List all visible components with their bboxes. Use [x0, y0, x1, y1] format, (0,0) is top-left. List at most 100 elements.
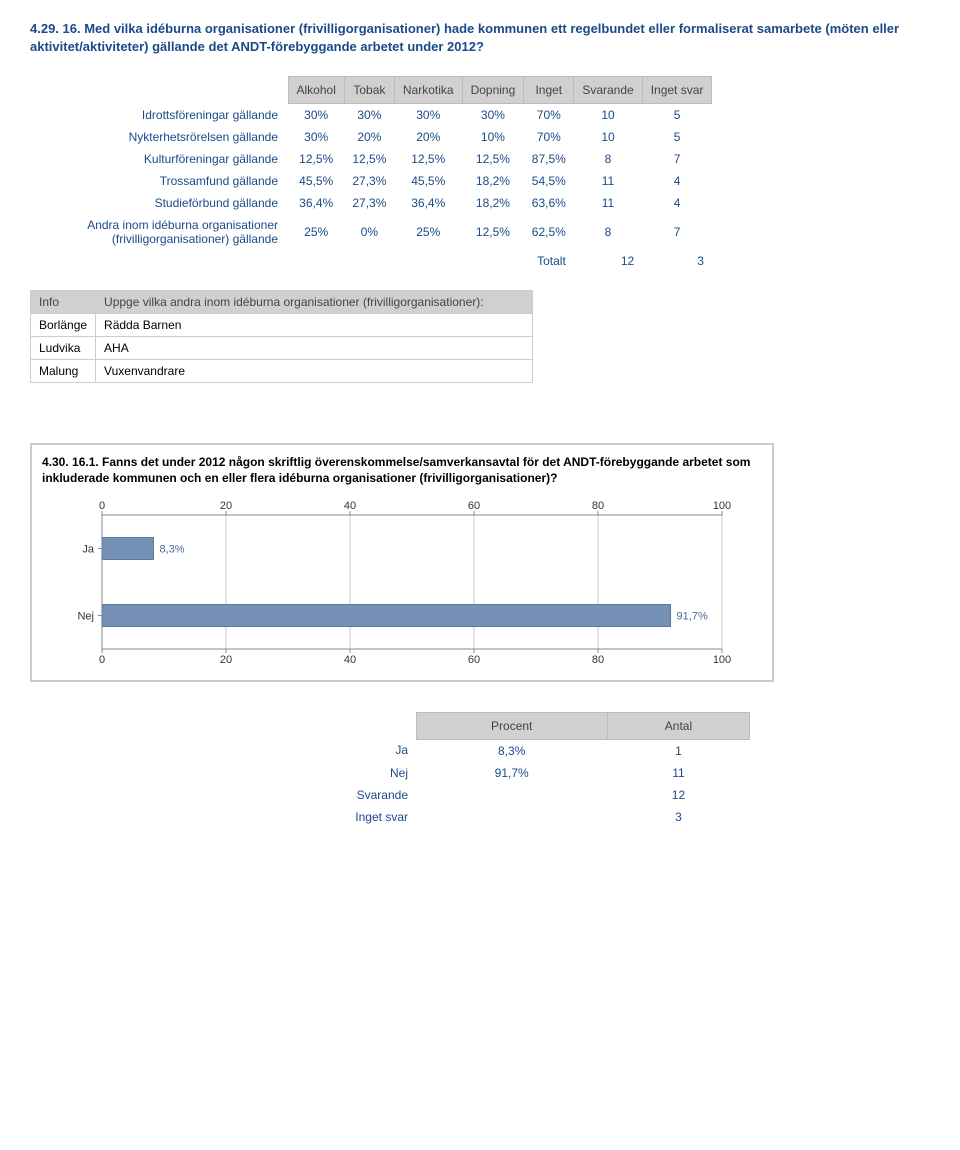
row-label: Nykterhetsrörelsen gällande	[30, 126, 288, 148]
cell-value: 12,5%	[462, 148, 524, 170]
cell-value: 27,3%	[344, 170, 394, 192]
cell-value: 12,5%	[344, 148, 394, 170]
summary-row: Ja8,3%1	[150, 739, 750, 762]
chart-container: 4.30. 16.1. Fanns det under 2012 någon s…	[30, 443, 774, 681]
cell-value: 0%	[344, 214, 394, 250]
summary-label: Ja	[150, 739, 416, 762]
info-value: AHA	[96, 337, 533, 360]
svg-text:40: 40	[344, 500, 356, 512]
col-alkohol: Alkohol	[288, 77, 344, 104]
col-dopning: Dopning	[462, 77, 524, 104]
table-row: Trossamfund gällande45,5%27,3%45,5%18,2%…	[30, 170, 712, 192]
cell-value: 30%	[344, 104, 394, 127]
info-header-2: Uppge vilka andra inom idéburna organisa…	[96, 291, 533, 314]
svg-text:20: 20	[220, 500, 232, 512]
summary-antal: 11	[607, 762, 749, 784]
cell-value: 10	[574, 104, 642, 127]
cell-value: 62,5%	[524, 214, 574, 250]
bar-chart: 002020404060608080100100Ja8,3%Nej91,7%	[42, 497, 742, 667]
cell-value: 10%	[462, 126, 524, 148]
cell-value: 20%	[394, 126, 462, 148]
col-inget: Inget	[524, 77, 574, 104]
cell-value: 36,4%	[394, 192, 462, 214]
cell-value: 11	[574, 192, 642, 214]
table-row: Nykterhetsrörelsen gällande30%20%20%10%7…	[30, 126, 712, 148]
matrix-header-row: Alkohol Tobak Narkotika Dopning Inget Sv…	[30, 77, 712, 104]
cell-value: 10	[574, 126, 642, 148]
cell-value: 25%	[394, 214, 462, 250]
cell-value: 54,5%	[524, 170, 574, 192]
total-inget-svar: 3	[642, 250, 712, 272]
cell-value: 45,5%	[394, 170, 462, 192]
cell-value: 87,5%	[524, 148, 574, 170]
info-key: Malung	[31, 360, 96, 383]
col-narkotika: Narkotika	[394, 77, 462, 104]
cell-value: 4	[642, 170, 712, 192]
matrix-table: Alkohol Tobak Narkotika Dopning Inget Sv…	[30, 76, 712, 272]
cell-value: 18,2%	[462, 192, 524, 214]
cell-value: 11	[574, 170, 642, 192]
cell-value: 30%	[462, 104, 524, 127]
cell-value: 45,5%	[288, 170, 344, 192]
cell-value: 27,3%	[344, 192, 394, 214]
col-svarande: Svarande	[574, 77, 642, 104]
total-svarande: 12	[574, 250, 642, 272]
cell-value: 4	[642, 192, 712, 214]
svg-text:8,3%: 8,3%	[159, 543, 184, 555]
row-label: Trossamfund gällande	[30, 170, 288, 192]
cell-value: 25%	[288, 214, 344, 250]
summary-antal: 3	[607, 806, 749, 828]
col-ingetsvar: Inget svar	[642, 77, 712, 104]
cell-value: 12,5%	[394, 148, 462, 170]
cell-value: 5	[642, 126, 712, 148]
summary-procent: 91,7%	[416, 762, 607, 784]
table-row: Kulturföreningar gällande12,5%12,5%12,5%…	[30, 148, 712, 170]
summary-procent	[416, 806, 607, 828]
info-value: Rädda Barnen	[96, 314, 533, 337]
summary-procent: 8,3%	[416, 739, 607, 762]
cell-value: 5	[642, 104, 712, 127]
table-row: Idrottsföreningar gällande30%30%30%30%70…	[30, 104, 712, 127]
cell-value: 36,4%	[288, 192, 344, 214]
info-header-1: Info	[31, 291, 96, 314]
summary-col-antal: Antal	[607, 712, 749, 739]
cell-value: 7	[642, 148, 712, 170]
cell-value: 8	[574, 214, 642, 250]
svg-text:80: 80	[592, 654, 604, 666]
table-row: Studieförbund gällande36,4%27,3%36,4%18,…	[30, 192, 712, 214]
info-value: Vuxenvandrare	[96, 360, 533, 383]
total-row: Totalt123	[30, 250, 712, 272]
col-tobak: Tobak	[344, 77, 394, 104]
summary-label: Nej	[150, 762, 416, 784]
cell-value: 8	[574, 148, 642, 170]
svg-text:Nej: Nej	[77, 610, 94, 622]
svg-text:Ja: Ja	[82, 543, 95, 555]
svg-text:60: 60	[468, 500, 480, 512]
info-key: Ludvika	[31, 337, 96, 360]
svg-text:100: 100	[713, 500, 731, 512]
svg-text:91,7%: 91,7%	[677, 610, 708, 622]
summary-row: Svarande 12	[150, 784, 750, 806]
row-label: Andra inom idéburna organisationer (friv…	[30, 214, 288, 250]
row-label: Idrottsföreningar gällande	[30, 104, 288, 127]
svg-text:80: 80	[592, 500, 604, 512]
info-table: Info Uppge vilka andra inom idéburna org…	[30, 290, 533, 383]
svg-text:60: 60	[468, 654, 480, 666]
info-row: MalungVuxenvandrare	[31, 360, 533, 383]
cell-value: 30%	[288, 104, 344, 127]
question-title-1: 4.29. 16. Med vilka idéburna organisatio…	[30, 20, 930, 56]
table-row: Andra inom idéburna organisationer (friv…	[30, 214, 712, 250]
summary-col-procent: Procent	[416, 712, 607, 739]
cell-value: 30%	[394, 104, 462, 127]
summary-row: Nej91,7%11	[150, 762, 750, 784]
info-row: BorlängeRädda Barnen	[31, 314, 533, 337]
svg-text:40: 40	[344, 654, 356, 666]
svg-text:0: 0	[99, 654, 105, 666]
cell-value: 12,5%	[288, 148, 344, 170]
summary-antal: 12	[607, 784, 749, 806]
summary-procent	[416, 784, 607, 806]
cell-value: 70%	[524, 126, 574, 148]
cell-value: 63,6%	[524, 192, 574, 214]
svg-text:20: 20	[220, 654, 232, 666]
summary-label: Svarande	[150, 784, 416, 806]
